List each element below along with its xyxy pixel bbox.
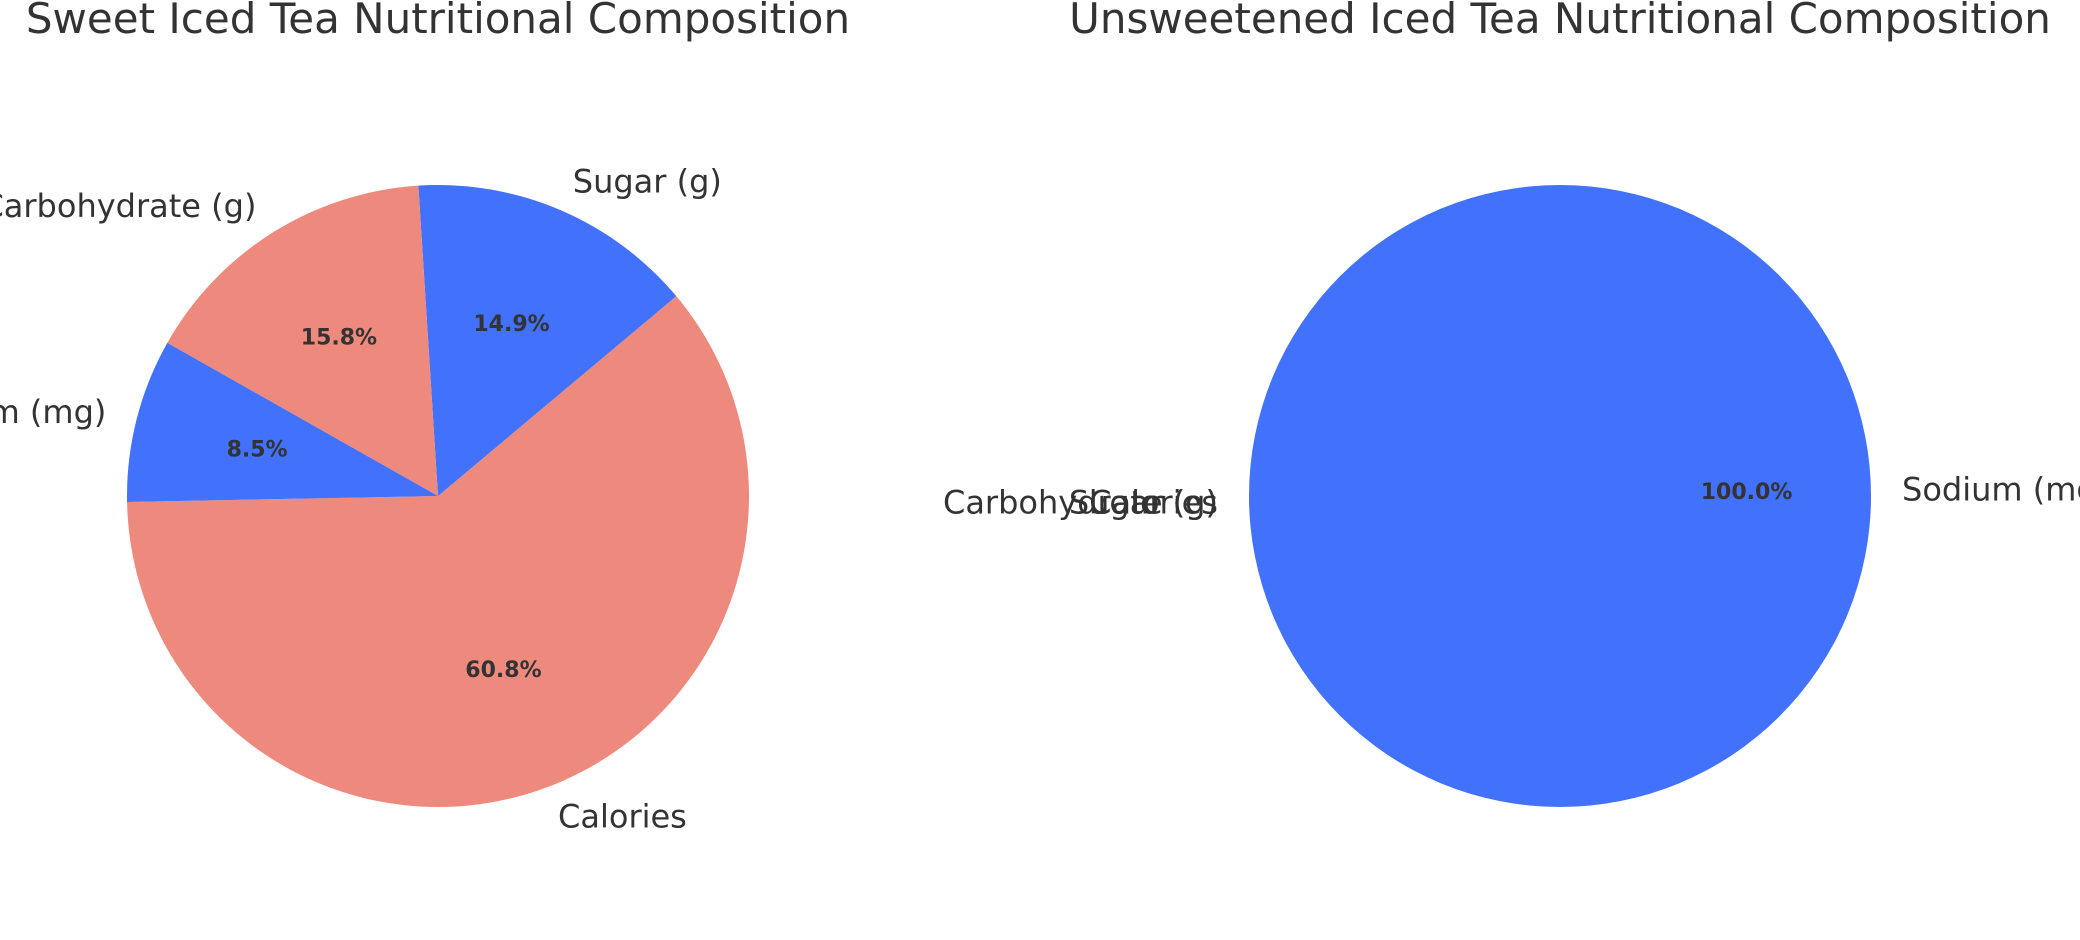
- unsweetened-category-label-calories: Calories: [1089, 484, 1218, 522]
- sweet-category-label-carbohydrate-g: Carbohydrate (g): [0, 187, 256, 225]
- sweet-category-label-sugar-g: Sugar (g): [573, 163, 722, 201]
- sweet-pct-label-sodium-mg: 8.5%: [227, 438, 288, 463]
- sweet-pct-label-sugar-g: 14.9%: [473, 312, 549, 337]
- unsweetened-pie: 0.0%Calories0.0%Sugar (g)0.0%Carbohydrat…: [943, 185, 2080, 807]
- sweet-pie: 60.8% Calories 14.9% Sugar (g) 15.8% Carbohyd…: [0, 163, 750, 835]
- sweet-category-label-calories: Calories: [558, 797, 687, 835]
- unsweetened-pct-label-sodium-mg: 100.0%: [1701, 480, 1793, 505]
- unsweetened-slice-sodium-mg: [1249, 185, 1871, 807]
- sweet-slice-sodium-mg: [127, 342, 438, 502]
- unsweetened-category-label-sugar-g: Sugar (g): [1069, 484, 1218, 522]
- sweet-category-label-sodium-mg: Sodium (mg): [0, 393, 106, 431]
- sweet-slice-calories: [127, 296, 750, 808]
- sweet-pct-label-carbohydrate-g: 15.8%: [301, 325, 377, 350]
- sweet-pct-label-calories: 60.8%: [465, 658, 541, 683]
- sweet-slice-sugar-g: [418, 185, 677, 497]
- unsweetened-category-label-sodium-mg: Sodium (mg): [1902, 470, 2080, 508]
- sweet-pie-title: Sweet Iced Tea Nutritional Composition: [26, 0, 850, 43]
- unsweetened-category-label-carbohydrate-g: Carbohydrate (g): [943, 484, 1218, 522]
- sweet-slice-carbohydrate-g: [167, 185, 438, 496]
- unsweetened-pie-title: Unsweetened Iced Tea Nutritional Composi…: [1069, 0, 2051, 43]
